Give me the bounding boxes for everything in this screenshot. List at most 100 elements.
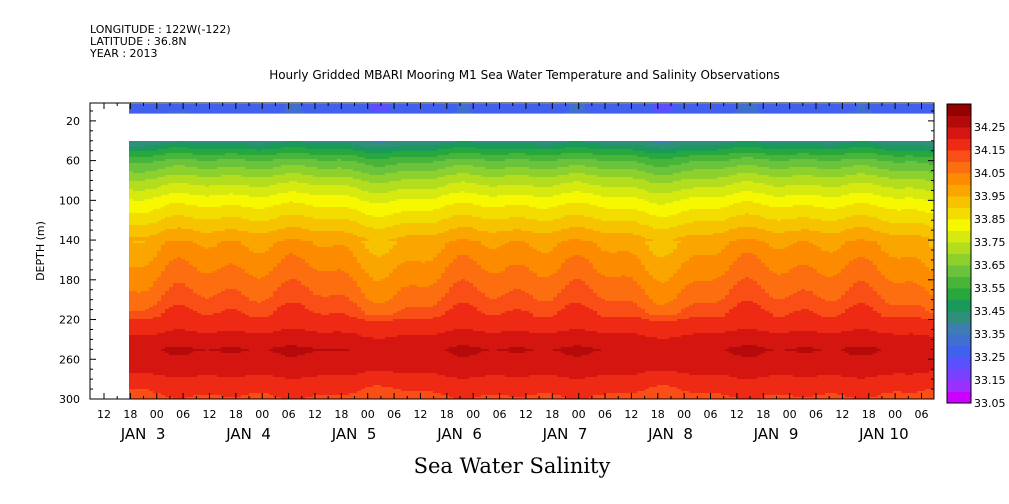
salinity-cell (133, 307, 138, 310)
salinity-cell (161, 397, 166, 399)
salinity-cell (149, 227, 154, 230)
salinity-cell (157, 379, 162, 382)
salinity-cell (157, 285, 162, 288)
salinity-cell (137, 311, 142, 314)
salinity-cell (161, 255, 166, 258)
salinity-cell (153, 321, 158, 324)
salinity-cell (157, 229, 162, 232)
salinity-cell (149, 265, 154, 268)
salinity-cell (129, 147, 134, 150)
salinity-cell (129, 273, 134, 276)
salinity-cell (177, 259, 182, 262)
salinity-cell (185, 369, 190, 372)
salinity-cell (157, 337, 162, 340)
salinity-cell (157, 297, 162, 300)
salinity-cell (133, 207, 138, 210)
salinity-cell (177, 169, 182, 172)
salinity-cell (157, 111, 162, 114)
salinity-cell (137, 347, 142, 350)
salinity-cell (149, 153, 154, 156)
salinity-cell (193, 287, 198, 290)
salinity-cell (189, 271, 194, 274)
salinity-cell (161, 189, 166, 192)
salinity-cell (141, 279, 146, 282)
salinity-cell (153, 349, 158, 352)
salinity-cell (161, 333, 166, 336)
salinity-cell (149, 297, 154, 300)
salinity-cell (145, 325, 150, 328)
salinity-cell (189, 195, 194, 198)
salinity-cell (177, 343, 182, 346)
salinity-cell (161, 279, 166, 282)
salinity-cell (177, 141, 182, 144)
salinity-cell (145, 317, 150, 320)
salinity-cell (137, 165, 142, 168)
salinity-cell (169, 353, 174, 356)
salinity-cell (173, 253, 178, 256)
salinity-cell (149, 141, 154, 144)
salinity-cell (165, 181, 170, 184)
salinity-cell (177, 327, 182, 330)
salinity-cell (145, 359, 150, 362)
salinity-cell (141, 339, 146, 342)
salinity-cell (173, 281, 178, 284)
salinity-cell (145, 271, 150, 274)
salinity-cell (145, 153, 150, 156)
salinity-cell (177, 193, 182, 196)
salinity-cell (169, 277, 174, 280)
salinity-cell (153, 363, 158, 366)
salinity-cell (177, 179, 182, 182)
salinity-cell (153, 157, 158, 160)
salinity-cell (185, 357, 190, 360)
salinity-cell (261, 111, 266, 114)
salinity-cell (181, 285, 186, 288)
salinity-cell (145, 331, 150, 334)
salinity-cell (181, 201, 186, 204)
salinity-cell (173, 349, 178, 352)
salinity-cell (169, 199, 174, 202)
salinity-cell (189, 163, 194, 166)
salinity-cell (153, 295, 158, 298)
salinity-cell (141, 393, 146, 396)
salinity-cell (137, 159, 142, 162)
salinity-cell (153, 307, 158, 310)
salinity-cell (185, 383, 190, 386)
salinity-cell (149, 201, 154, 204)
salinity-cell (173, 243, 178, 246)
salinity-cell (141, 179, 146, 182)
salinity-cell (157, 345, 162, 348)
salinity-cell (145, 211, 150, 214)
salinity-cell (161, 337, 166, 340)
salinity-cell (133, 221, 138, 224)
salinity-cell (173, 187, 178, 190)
salinity-cell (185, 243, 190, 246)
salinity-cell (157, 183, 162, 186)
salinity-cell (145, 225, 150, 228)
salinity-cell (153, 391, 158, 394)
salinity-cell (149, 185, 154, 188)
salinity-cell (141, 241, 146, 244)
salinity-cell (173, 259, 178, 262)
salinity-cell (153, 185, 158, 188)
salinity-cell (161, 307, 166, 310)
salinity-cell (153, 345, 158, 348)
salinity-cell (141, 173, 146, 176)
salinity-cell (185, 143, 190, 146)
salinity-cell (137, 307, 142, 310)
salinity-cell (133, 109, 138, 112)
salinity-cell (173, 104, 178, 106)
salinity-cell (157, 331, 162, 334)
salinity-cell (157, 257, 162, 260)
salinity-cell (177, 153, 182, 156)
salinity-cell (133, 355, 138, 358)
salinity-cell (141, 319, 146, 322)
salinity-cell (153, 353, 158, 356)
salinity-cell (189, 147, 194, 150)
salinity-cell (161, 171, 166, 174)
salinity-cell (157, 225, 162, 228)
salinity-cell (181, 153, 186, 156)
salinity-cell (185, 257, 190, 260)
salinity-cell (133, 339, 138, 342)
salinity-cell (157, 235, 162, 238)
salinity-cell (169, 319, 174, 322)
